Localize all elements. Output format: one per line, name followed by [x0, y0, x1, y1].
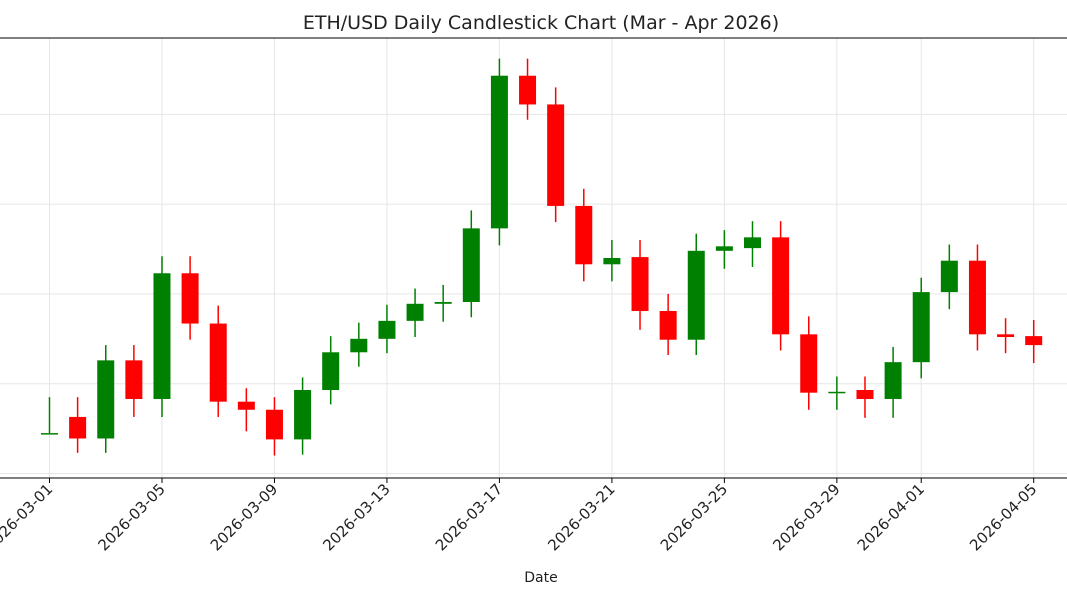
- candle-body: [603, 258, 621, 265]
- candle-body: [631, 257, 649, 311]
- candle-body: [125, 360, 143, 399]
- candle: [828, 376, 846, 410]
- candle-body: [294, 390, 312, 440]
- candle: [884, 346, 902, 418]
- candle: [434, 284, 452, 322]
- candle: [856, 376, 874, 418]
- candle: [968, 244, 986, 351]
- candle: [800, 316, 818, 410]
- candle-body: [884, 362, 902, 399]
- candle: [406, 288, 424, 338]
- candle-body: [1025, 336, 1043, 346]
- candle-body: [800, 334, 818, 393]
- candle: [69, 397, 87, 453]
- x-axis-label: Date: [524, 570, 557, 586]
- candle: [519, 58, 537, 120]
- candle: [659, 293, 677, 355]
- candle-body: [265, 409, 283, 440]
- candle-body: [462, 228, 480, 302]
- candle-body: [41, 433, 58, 435]
- candle-body: [968, 260, 986, 335]
- chart-title: ETH/USD Daily Candlestick Chart (Mar - A…: [303, 12, 779, 34]
- candle-body: [547, 104, 565, 206]
- candle-body: [687, 250, 705, 340]
- candle-body: [940, 260, 958, 293]
- candle-body: [519, 75, 537, 105]
- candle-body: [209, 323, 227, 402]
- candles: [41, 58, 1043, 456]
- candle: [209, 305, 227, 417]
- candle: [772, 221, 790, 351]
- candle-body: [772, 237, 790, 335]
- candle: [744, 221, 761, 267]
- candle: [153, 256, 171, 417]
- candle: [603, 240, 621, 282]
- candle-body: [490, 75, 508, 229]
- candle-body: [181, 273, 199, 324]
- candle: [687, 233, 705, 355]
- candle-body: [434, 302, 452, 304]
- candle-body: [744, 237, 761, 249]
- candle-body: [97, 360, 115, 439]
- candle: [265, 397, 283, 456]
- candle: [378, 304, 396, 354]
- candle-body: [378, 320, 396, 339]
- candle: [547, 87, 565, 223]
- candle-body: [828, 391, 846, 394]
- candle: [322, 336, 340, 405]
- candle: [575, 188, 593, 282]
- candle-body: [237, 401, 255, 410]
- candle-body: [715, 246, 733, 251]
- candle-body: [659, 310, 677, 340]
- candle: [940, 244, 958, 310]
- candle: [462, 210, 480, 318]
- candle: [97, 345, 115, 453]
- candle-body: [575, 205, 593, 265]
- candle-body: [350, 338, 368, 353]
- candle: [715, 230, 733, 269]
- candle: [997, 318, 1015, 354]
- candle-body: [69, 416, 87, 439]
- candle: [631, 240, 649, 330]
- candle: [490, 58, 508, 246]
- candle-body: [912, 292, 930, 363]
- candle-body: [997, 334, 1015, 338]
- candle: [350, 322, 368, 367]
- candle-body: [406, 303, 424, 321]
- candle-body: [322, 352, 340, 390]
- candle-body: [856, 390, 874, 399]
- candle: [237, 388, 255, 432]
- candle: [294, 377, 312, 455]
- candle: [41, 397, 58, 435]
- candle: [912, 277, 930, 379]
- candle-body: [153, 273, 171, 399]
- candle: [125, 345, 143, 417]
- candle: [1025, 319, 1043, 364]
- candle: [181, 256, 199, 340]
